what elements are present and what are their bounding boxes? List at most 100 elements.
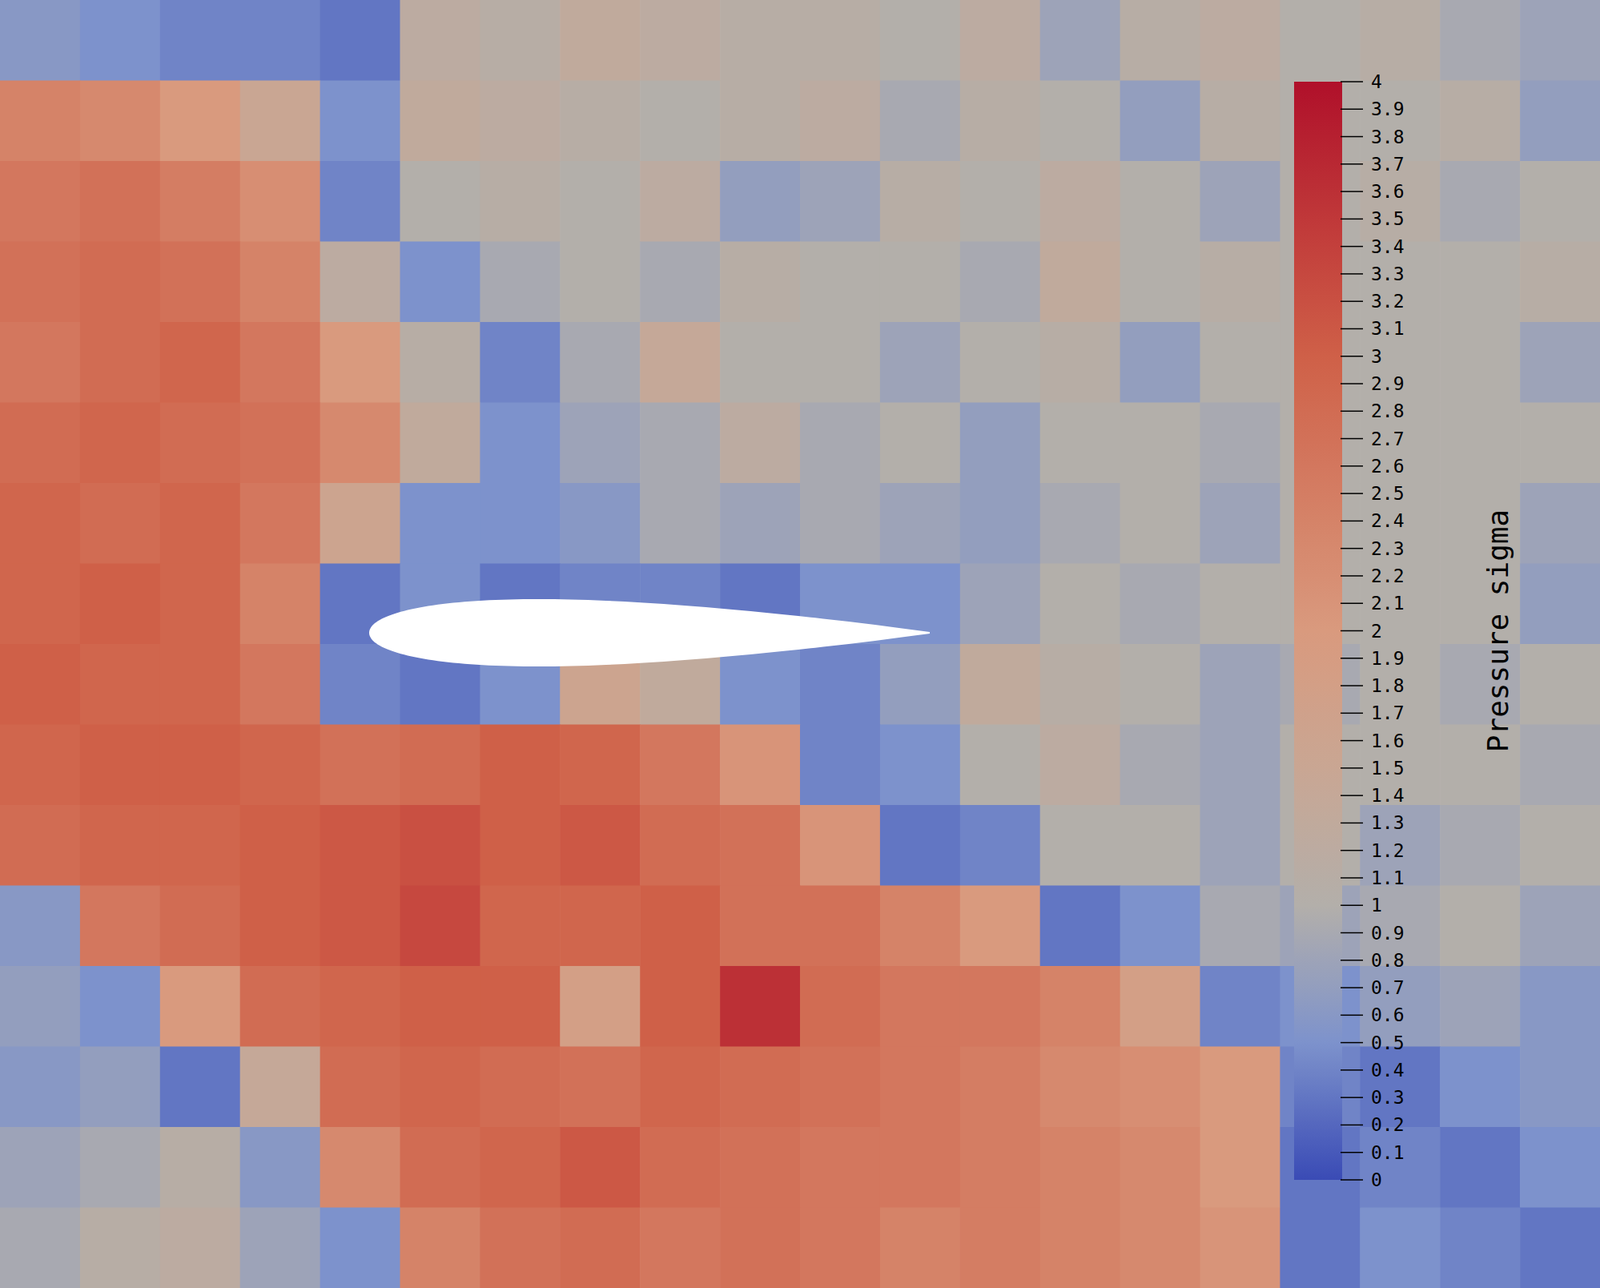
cell <box>1040 160 1122 242</box>
cell <box>320 321 402 403</box>
cell <box>719 80 801 162</box>
cell <box>639 402 721 484</box>
cell <box>1519 724 1600 806</box>
cell <box>800 643 881 725</box>
cell <box>1519 482 1600 564</box>
cell <box>320 885 402 967</box>
colorbar-tick-label: 3.8 <box>1370 126 1405 148</box>
cell <box>320 482 402 564</box>
colorbar-tick <box>1340 712 1363 715</box>
cell <box>559 321 641 403</box>
cell <box>1040 402 1122 484</box>
cell <box>80 402 161 484</box>
cell <box>400 1126 482 1208</box>
cell <box>400 804 482 886</box>
colorbar-tick <box>1340 382 1363 385</box>
cell <box>320 965 402 1047</box>
cell <box>160 80 241 162</box>
colorbar-tick <box>1340 630 1363 632</box>
colorbar-tick <box>1340 108 1363 111</box>
cell <box>1439 0 1521 81</box>
cell <box>1439 1126 1521 1208</box>
cell <box>719 724 801 806</box>
cell <box>719 643 801 725</box>
colorbar-tick <box>1340 465 1363 467</box>
cell <box>160 885 241 967</box>
colorbar-tick <box>1340 1096 1363 1098</box>
cell <box>479 804 561 886</box>
cell <box>960 724 1042 806</box>
cell <box>880 965 961 1047</box>
cell <box>0 482 81 564</box>
cell <box>1040 1046 1122 1128</box>
cell <box>880 724 961 806</box>
cell <box>400 1046 482 1128</box>
cell <box>1439 80 1521 162</box>
cell <box>800 0 881 81</box>
colorbar-tick <box>1340 904 1363 907</box>
cell <box>320 1207 402 1288</box>
cell <box>1519 804 1600 886</box>
cell <box>240 1126 322 1208</box>
colorbar-gradient <box>1294 81 1343 1180</box>
cell <box>960 965 1042 1047</box>
cell <box>960 804 1042 886</box>
colorbar-tick <box>1340 1124 1363 1126</box>
colorbar-tick-label: 0.5 <box>1370 1032 1405 1054</box>
cell <box>1519 563 1600 645</box>
cell <box>1040 1207 1122 1288</box>
cell <box>559 965 641 1047</box>
cell <box>1120 1126 1202 1208</box>
cell <box>639 482 721 564</box>
cell <box>479 965 561 1047</box>
cell <box>80 885 161 967</box>
cell <box>320 643 402 725</box>
cell <box>240 80 322 162</box>
cell <box>0 241 81 323</box>
cell <box>1519 885 1600 967</box>
cell <box>719 160 801 242</box>
colorbar-tick-label: 0.2 <box>1370 1113 1405 1135</box>
cell <box>1359 1126 1441 1208</box>
cell <box>0 0 81 81</box>
cell <box>160 402 241 484</box>
colorbar-tick-label: 2.1 <box>1370 592 1405 614</box>
cell <box>240 885 322 967</box>
cell <box>0 160 81 242</box>
cell <box>320 160 402 242</box>
cell <box>559 1207 641 1288</box>
colorbar-tick <box>1340 739 1363 742</box>
cell <box>80 563 161 645</box>
cell <box>880 241 961 323</box>
root: 00.10.20.30.40.50.60.70.80.911.11.21.31.… <box>0 0 1600 1288</box>
cell <box>1120 241 1202 323</box>
colorbar-tick <box>1340 163 1363 165</box>
colorbar-tick <box>1340 932 1363 934</box>
cell <box>960 402 1042 484</box>
cell <box>1040 804 1122 886</box>
cell <box>320 0 402 81</box>
cell <box>0 885 81 967</box>
cell <box>240 804 322 886</box>
cell <box>1200 241 1282 323</box>
cell <box>80 804 161 886</box>
colorbar-tick <box>1340 822 1363 825</box>
colorbar-tick-label: 3.2 <box>1370 290 1405 312</box>
colorbar-tick-label: 1.1 <box>1370 867 1405 889</box>
cell <box>1439 1046 1521 1128</box>
cell <box>800 1046 881 1128</box>
colorbar: 00.10.20.30.40.50.60.70.80.911.11.21.31.… <box>1294 71 1515 1190</box>
cell <box>559 402 641 484</box>
cell <box>1120 0 1202 81</box>
cell <box>960 160 1042 242</box>
cell <box>800 402 881 484</box>
cell <box>1519 1126 1600 1208</box>
cell <box>479 160 561 242</box>
colorbar-tick <box>1340 1041 1363 1044</box>
cell <box>1200 885 1282 967</box>
cell <box>960 885 1042 967</box>
cell <box>0 804 81 886</box>
cell <box>1120 885 1202 967</box>
cell <box>559 1046 641 1128</box>
field <box>0 0 1600 1288</box>
